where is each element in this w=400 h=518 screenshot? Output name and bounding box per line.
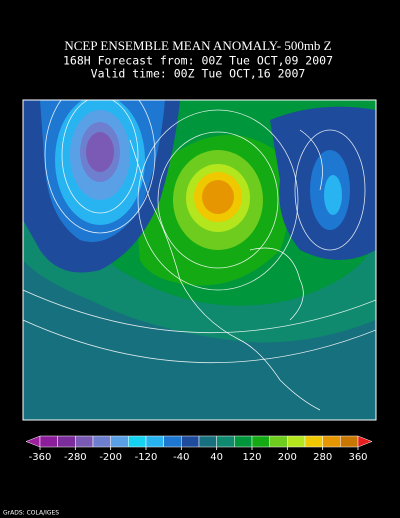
colorbar-swatch (110, 435, 129, 448)
colorbar-swatch (287, 435, 306, 448)
colorbar-swatch (216, 435, 235, 448)
colorbar: -360 -280 -200 -120 -40 40 120 200 280 360 (25, 435, 373, 463)
colorbar-label: -360 (29, 452, 52, 463)
colorbar-label: -200 (99, 452, 122, 463)
colorbar-label: 200 (278, 452, 297, 463)
forecast-line: 168H Forecast from: 00Z Tue OCT,09 2007 (63, 54, 333, 68)
colorbar-swatch (57, 435, 76, 448)
colorbar-swatch (269, 435, 288, 448)
colorbar-swatch (322, 435, 341, 448)
colorbar-swatch (128, 435, 147, 448)
colorbar-swatch (234, 435, 253, 448)
colorbar-swatch (357, 435, 373, 448)
colorbar-swatch (340, 435, 359, 448)
colorbar-label: -40 (173, 452, 189, 463)
colorbar-label: 360 (348, 452, 367, 463)
colorbar-label: 280 (313, 452, 332, 463)
colorbar-swatch (181, 435, 200, 448)
colorbar-swatch (251, 435, 270, 448)
colorbar-label: -120 (135, 452, 158, 463)
colorbar-swatch (198, 435, 217, 448)
colorbar-swatch (92, 435, 111, 448)
map (23, 100, 376, 420)
colorbar-swatch (163, 435, 182, 448)
colorbar-swatch (25, 435, 41, 448)
colorbar-swatch (39, 435, 58, 448)
valid-line: Valid time: 00Z Tue OCT,16 2007 (91, 67, 306, 81)
colorbar-label: 120 (242, 452, 261, 463)
colorbar-swatch (145, 435, 164, 448)
title: NCEP ENSEMBLE MEAN ANOMALY- 500mb Z (64, 38, 331, 53)
colorbar-swatch (304, 435, 323, 448)
colorbar-label: 40 (210, 452, 223, 463)
map-frame (22, 99, 377, 421)
colorbar-swatch (75, 435, 94, 448)
colorbar-label: -280 (64, 452, 87, 463)
footer: GrADS: COLA/IGES (3, 510, 59, 517)
